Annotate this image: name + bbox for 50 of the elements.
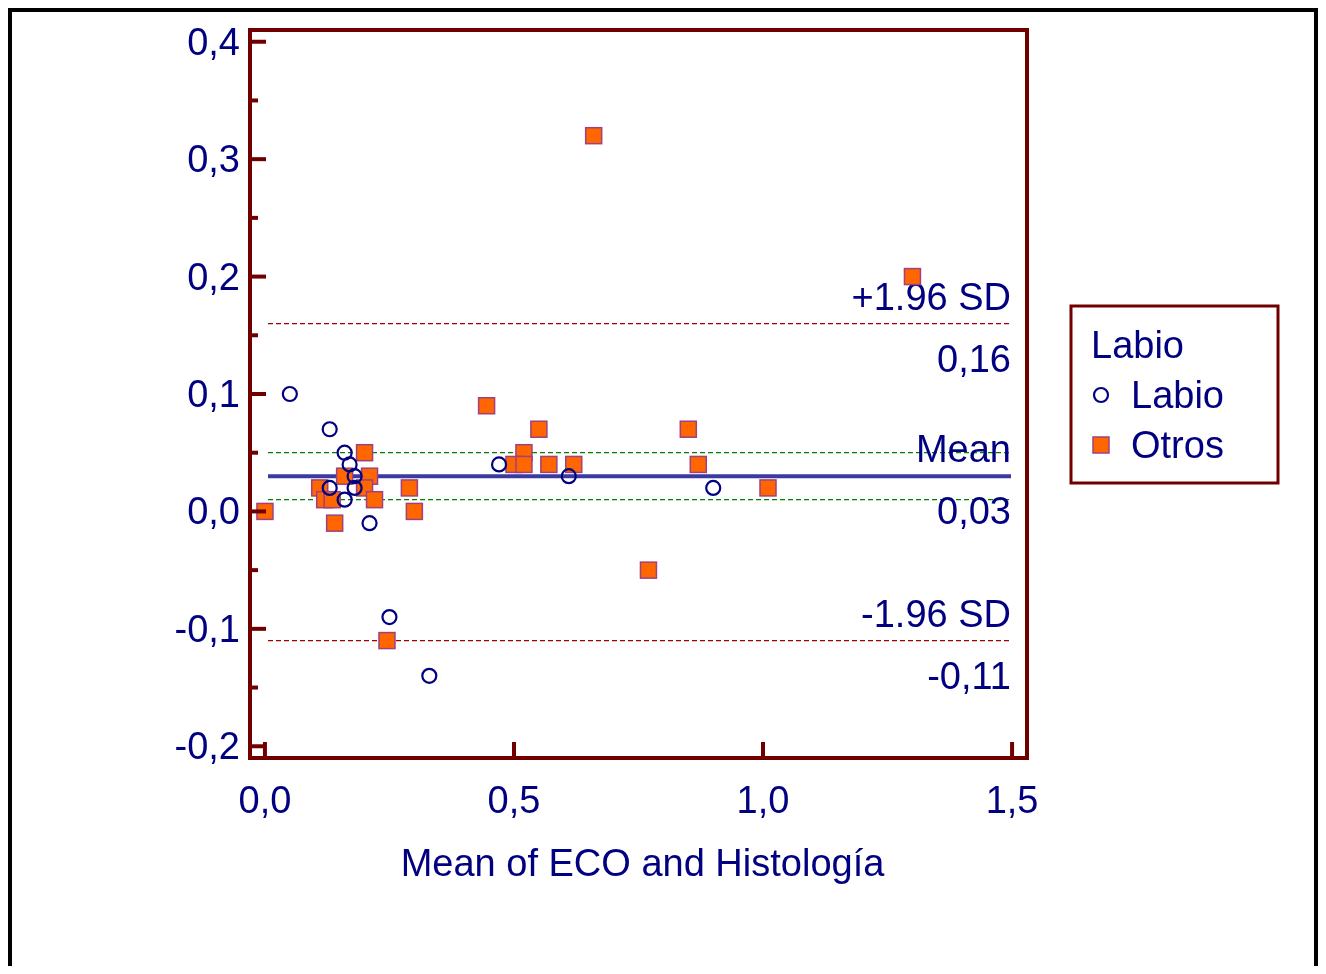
point <box>584 126 603 145</box>
ref-line-label: +1.96 SD <box>851 275 1011 318</box>
x-tick-label: 1,5 <box>985 779 1039 821</box>
point <box>421 667 438 684</box>
point <box>679 420 698 438</box>
y-tick-label: -0,2 <box>174 725 240 768</box>
point <box>477 396 496 415</box>
point <box>365 490 384 509</box>
annotation: -0,11 <box>927 654 1011 697</box>
point <box>336 491 353 508</box>
x-tick-label: 1,0 <box>736 779 790 821</box>
y-tick-label: 0,0 <box>187 490 240 533</box>
point <box>361 515 378 532</box>
y-tick-label: 0,1 <box>187 373 240 415</box>
point <box>355 443 374 462</box>
y-tick-label: 0,4 <box>187 20 240 63</box>
x-tick-label: 0,0 <box>238 779 292 821</box>
point <box>336 444 353 461</box>
annotation: 0,16 <box>937 337 1011 380</box>
legend-label: Labio <box>1131 374 1224 416</box>
x-tick-label: 0,5 <box>487 779 541 821</box>
point <box>490 456 508 473</box>
point <box>515 455 533 474</box>
point <box>346 468 363 485</box>
point <box>540 455 558 474</box>
point <box>378 631 396 650</box>
point <box>341 456 358 473</box>
point <box>405 502 424 521</box>
point <box>321 421 338 438</box>
point <box>759 479 777 497</box>
point <box>321 479 338 497</box>
point <box>530 420 548 438</box>
point <box>381 609 398 626</box>
annotation: 0,03 <box>937 490 1011 533</box>
point <box>346 479 363 497</box>
point <box>400 479 419 497</box>
point <box>560 468 577 485</box>
point <box>705 479 722 497</box>
legend-label: Otros <box>1131 424 1224 466</box>
point <box>281 385 298 403</box>
point <box>639 561 658 579</box>
y-tick-label: 0,2 <box>187 255 240 298</box>
y-tick-label: 0,3 <box>187 138 240 181</box>
point <box>325 514 344 532</box>
x-axis-title: Mean of ECO and Histología <box>400 842 886 884</box>
ref-line-label: -1.96 SD <box>861 592 1011 635</box>
y-tick-label: -0,1 <box>174 607 240 650</box>
point <box>689 455 708 474</box>
legend-title: Labio <box>1091 324 1184 366</box>
point <box>565 455 583 474</box>
